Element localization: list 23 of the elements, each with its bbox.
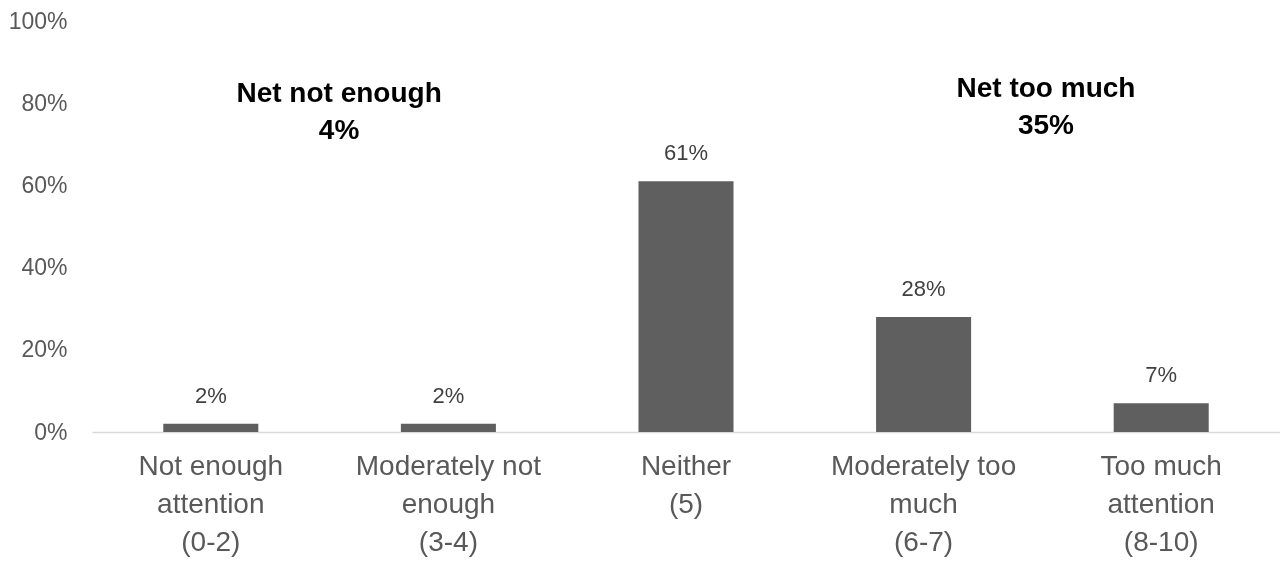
y-tick-label: 40% <box>21 254 68 281</box>
bar <box>163 423 259 432</box>
data-label: 28% <box>901 275 946 301</box>
y-tick-label: 80% <box>21 89 68 116</box>
data-label: 2% <box>194 382 227 408</box>
bar <box>1113 403 1209 432</box>
y-tick-label: 20% <box>21 336 68 363</box>
y-tick-label: 100% <box>8 7 68 34</box>
y-tick-label: 60% <box>21 171 68 198</box>
bar <box>876 316 972 432</box>
data-label: 61% <box>663 140 709 166</box>
annotation: Net not enough 4% <box>236 77 442 145</box>
x-tick-label: Moderately not enough (3-4) <box>355 449 542 557</box>
annotation: Net too much 35% <box>956 72 1136 140</box>
x-tick-label: Neither (5) <box>640 449 732 519</box>
x-tick-label: Not enough attention (0-2) <box>138 449 284 557</box>
x-tick-label: Too much attention (8-10) <box>1100 449 1222 557</box>
bar <box>400 423 496 432</box>
data-label: 2% <box>432 382 465 408</box>
y-tick-label: 0% <box>34 418 68 445</box>
bar <box>638 181 734 432</box>
x-tick-label: Moderately too much (6-7) <box>830 449 1017 557</box>
data-label: 7% <box>1145 362 1178 388</box>
